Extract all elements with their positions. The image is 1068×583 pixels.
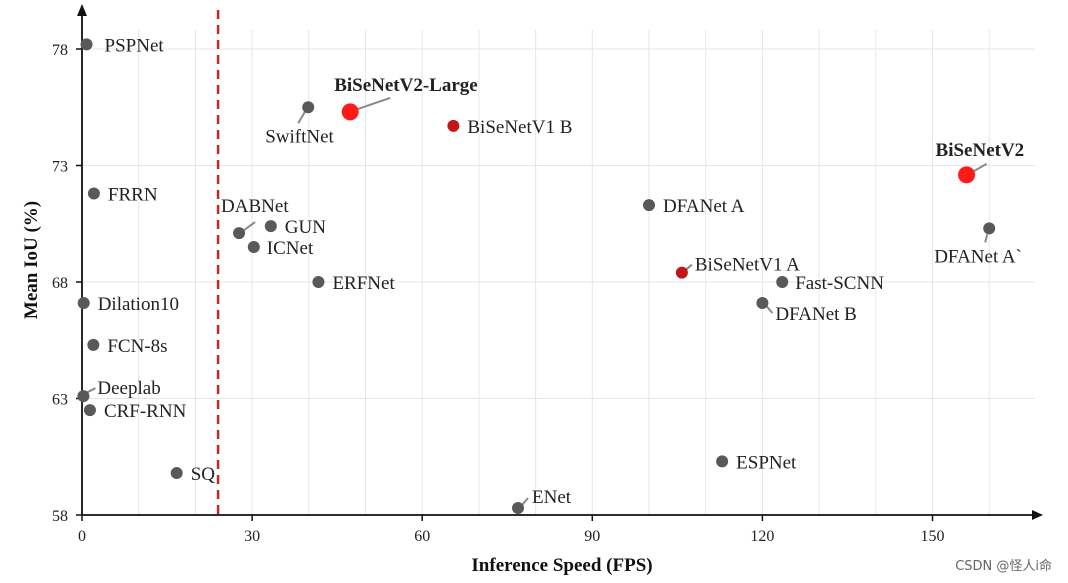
x-tick-label: 30: [244, 528, 260, 545]
label-frrn: FRRN: [108, 184, 158, 205]
point-swiftnet: [302, 101, 315, 114]
axes: [76, 4, 1043, 521]
point-dilation10: [77, 296, 90, 309]
watermark-text: CSDN @怪人i命: [955, 558, 1052, 574]
point-fcn-8s: [87, 338, 100, 351]
leader-line-swiftnet: [297, 110, 307, 124]
point-deeplab: [77, 390, 90, 403]
point-dfanet-a: [983, 222, 996, 235]
point-dfanet-b: [756, 296, 769, 309]
point-bisenetv2-large: [341, 103, 359, 121]
leader-line-dfanet-a: [984, 234, 989, 243]
leader-line-bisenetv2: [972, 162, 988, 173]
point-erfnet: [312, 276, 325, 288]
label-deeplab: Deeplab: [97, 378, 160, 399]
data-points: [77, 38, 996, 515]
label-swiftnet: SwiftNet: [265, 126, 334, 147]
label-bisenetv2: BiSeNetV2: [936, 140, 1025, 161]
point-frrn: [87, 187, 100, 200]
x-tick-label: 90: [584, 528, 600, 545]
y-tick-label: 63: [52, 392, 68, 409]
label-sq: SQ: [191, 464, 216, 485]
point-crf-rnn: [83, 404, 96, 417]
y-tick-label: 68: [52, 275, 68, 292]
leader-line-deeplab: [86, 387, 96, 394]
label-erfnet: ERFNet: [332, 273, 395, 294]
point-gun: [264, 220, 277, 233]
label-dfanet-a: DFANet A`: [934, 246, 1022, 267]
label-bisenetv2-large: BiSeNetV2-Large: [334, 75, 478, 96]
label-bisenetv1-a: BiSeNetV1 A: [695, 255, 800, 276]
label-fcn-8s: FCN-8s: [107, 336, 167, 357]
point-dfanet-a: [643, 199, 655, 212]
y-tick-label: 73: [52, 159, 68, 176]
label-fast-scnn: Fast-SCNN: [795, 273, 884, 294]
label-dfanet-a: DFANet A: [663, 196, 745, 217]
y-axis-arrow-icon: [77, 4, 87, 16]
label-dilation10: Dilation10: [98, 294, 179, 315]
leader-line-dfanet-b: [765, 305, 774, 314]
tick-labels: 0 30 60 90 120 150 58 63 68 73 78: [52, 42, 945, 545]
leader-line-bisenetv1-a: [685, 263, 693, 271]
label-bisenetv1-b: BiSeNetV1 B: [467, 117, 572, 138]
point-fast-scnn: [776, 276, 789, 288]
x-tick-label: 0: [78, 528, 86, 545]
y-axis-title: Mean IoU (%): [21, 201, 42, 319]
label-crf-rnn: CRF-RNN: [104, 401, 187, 422]
point-dabnet: [233, 227, 246, 240]
label-espnet: ESPNet: [736, 452, 797, 473]
point-bisenetv1-b: [447, 119, 460, 132]
y-tick-label: 58: [52, 508, 68, 525]
label-dabnet: DABNet: [221, 196, 289, 217]
leader-line-bisenetv2-large: [354, 96, 391, 111]
x-axis-title: Inference Speed (FPS): [471, 555, 652, 576]
y-tick-label: 78: [52, 42, 68, 59]
x-axis-arrow-icon: [1032, 510, 1043, 520]
leader-line-dabnet: [243, 221, 256, 231]
point-bisenetv1-a: [675, 266, 688, 279]
x-tick-label: 60: [414, 528, 430, 545]
point-sq: [170, 467, 183, 480]
grid-lines: [82, 30, 1035, 516]
point-espnet: [716, 455, 729, 468]
label-leader-lines: [86, 96, 989, 506]
label-icnet: ICNet: [267, 238, 314, 259]
label-enet: ENet: [532, 487, 572, 508]
point-enet: [512, 502, 525, 515]
point-labels: PSPNet FRRN Dilation10 FCN-8s DeeplabCRF-RNN…: [97, 35, 1024, 508]
label-dfanet-b: DFANet B: [775, 304, 856, 325]
leader-line-enet: [521, 497, 529, 506]
point-pspnet: [80, 38, 93, 51]
label-gun: GUN: [285, 217, 326, 238]
label-pspnet: PSPNet: [105, 35, 165, 56]
x-tick-label: 150: [921, 528, 945, 545]
x-tick-label: 120: [750, 528, 774, 545]
point-bisenetv2: [958, 166, 976, 184]
point-icnet: [247, 241, 260, 254]
